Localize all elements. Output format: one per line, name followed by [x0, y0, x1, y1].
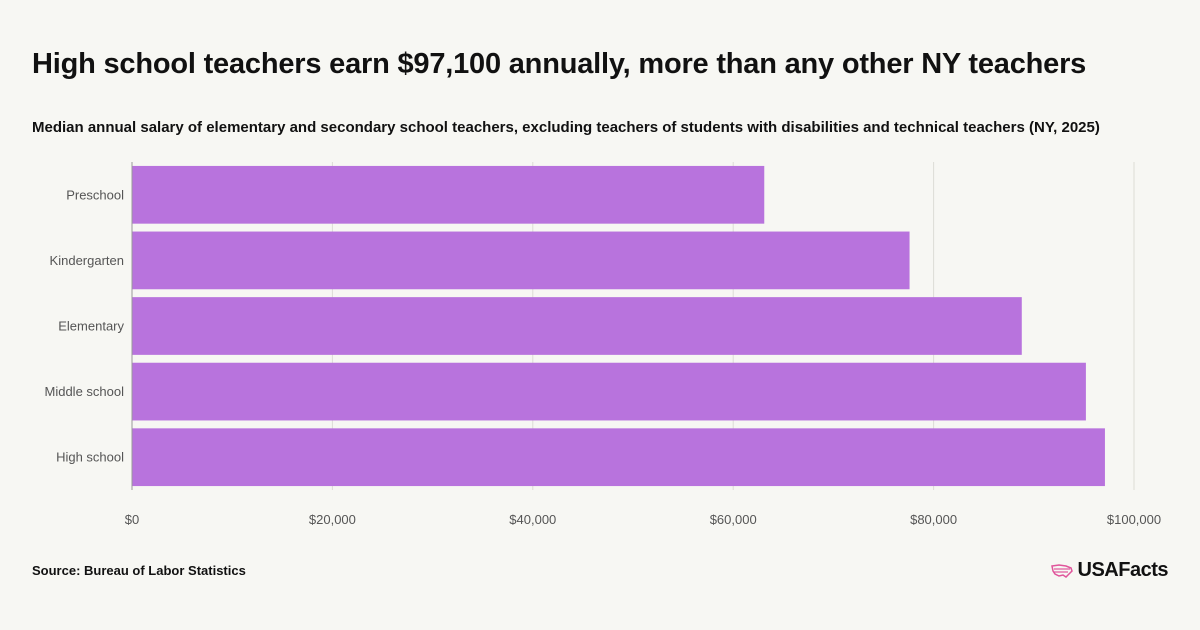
category-label: Middle school	[45, 384, 125, 399]
category-label: Kindergarten	[50, 253, 124, 268]
bar	[132, 165, 765, 224]
x-tick-label: $80,000	[910, 512, 957, 527]
x-tick-label: $20,000	[309, 512, 356, 527]
chart-subtitle: Median annual salary of elementary and s…	[32, 119, 1100, 136]
category-label: High school	[56, 450, 124, 465]
us-map-icon	[1050, 563, 1073, 578]
category-label: Elementary	[58, 319, 124, 334]
chart-title: High school teachers earn $97,100 annual…	[32, 48, 1087, 80]
x-tick-label: $100,000	[1107, 512, 1161, 527]
bar	[132, 428, 1105, 487]
source-note: Source: Bureau of Labor Statistics	[32, 563, 246, 578]
bar	[132, 231, 910, 290]
category-label: Preschool	[66, 187, 124, 202]
bar	[132, 297, 1022, 355]
logo-text: USAFacts	[1077, 559, 1169, 581]
x-tick-label: $40,000	[509, 512, 556, 527]
x-tick-label: $60,000	[710, 512, 757, 527]
usafacts-logo: USAFacts	[1050, 559, 1169, 582]
x-tick-label: $0	[125, 512, 139, 527]
bar	[132, 362, 1086, 421]
